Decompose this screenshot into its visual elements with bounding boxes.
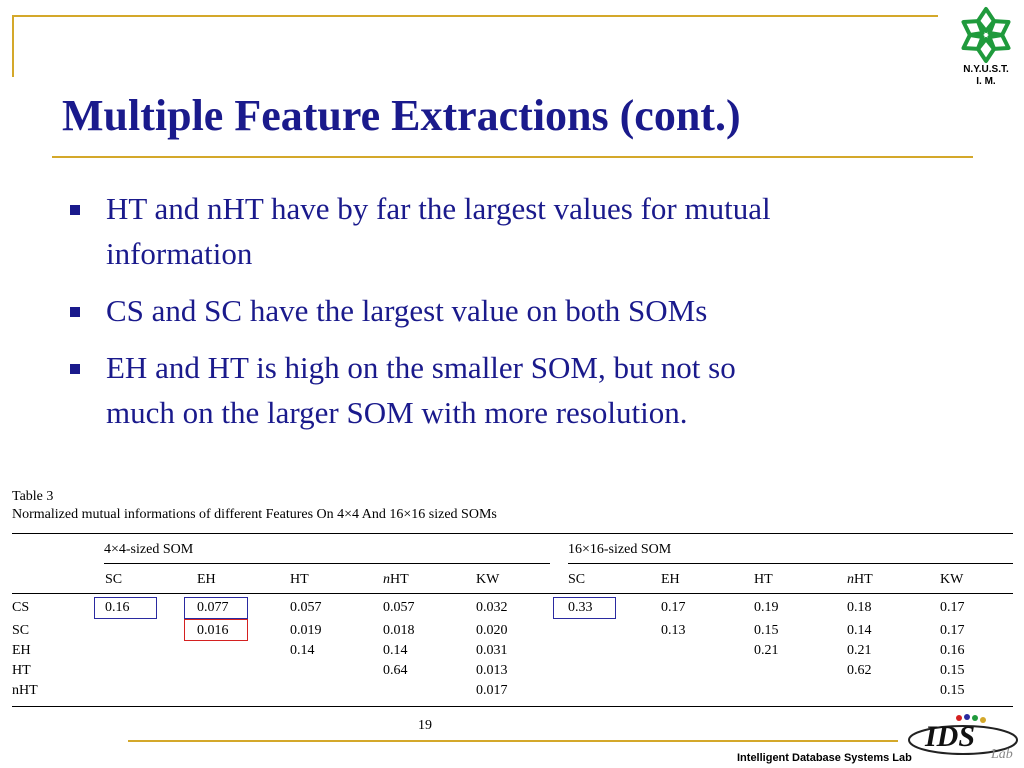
table-cell: 0.15	[754, 623, 779, 638]
table-cell: 0.18	[847, 600, 872, 615]
square-bullet-icon	[70, 364, 80, 374]
table-cell: 0.020	[476, 623, 508, 638]
table-cell: 0.21	[754, 643, 779, 658]
table-cell: 0.17	[940, 600, 965, 615]
table-cell: 0.14	[847, 623, 872, 638]
table-cell: 0.057	[383, 600, 415, 615]
table-cell: 0.013	[476, 663, 508, 678]
logo-text-line1: N.Y.U.S.T.	[963, 64, 1009, 75]
bullet-list: HT and nHT have by far the largest value…	[66, 186, 996, 447]
group-rule-4x4	[104, 563, 550, 564]
table-cell: 0.031	[476, 643, 508, 658]
highlight-box-cs-sc-4x4	[94, 597, 157, 619]
bullet-text-line: CS and SC have the largest value on both…	[106, 293, 708, 328]
table-cell: 0.14	[290, 643, 315, 658]
group-header-4x4: 4×4-sized SOM	[104, 542, 194, 557]
table-cell: 0.21	[847, 643, 872, 658]
table-cell: 0.17	[661, 600, 686, 615]
table-top-rule	[12, 533, 1013, 534]
header-bottom-rule	[12, 593, 1013, 594]
row-label: SC	[12, 623, 30, 638]
group-rule-16x16	[568, 563, 1013, 564]
table-caption: Normalized mutual informations of differ…	[12, 507, 497, 522]
table-cell: 0.15	[940, 683, 965, 698]
table-cell: 0.032	[476, 600, 508, 615]
row-label: EH	[12, 643, 31, 658]
footer-rule	[128, 740, 898, 742]
ids-lab-logo: IDS Lab	[908, 714, 1018, 762]
table-cell: 0.018	[383, 623, 415, 638]
bullet-text-line: information	[106, 236, 253, 271]
square-bullet-icon	[70, 307, 80, 317]
bullet-item: HT and nHT have by far the largest value…	[66, 186, 996, 276]
group-header-16x16: 16×16-sized SOM	[568, 542, 672, 557]
table-cell: 0.16	[940, 643, 965, 658]
table-bottom-rule	[12, 706, 1013, 707]
table-cell: 0.62	[847, 663, 872, 678]
page-number: 19	[418, 718, 432, 733]
table-cell: 0.057	[290, 600, 322, 615]
column-header: EH	[661, 572, 680, 587]
table-cell: 0.077	[197, 600, 229, 615]
table-label: Table 3	[12, 489, 54, 504]
square-bullet-icon	[70, 205, 80, 215]
column-header: HT	[754, 572, 773, 587]
table-cell: 0.019	[290, 623, 322, 638]
column-header: KW	[940, 572, 964, 587]
table-cell: 0.14	[383, 643, 408, 658]
column-header: EH	[197, 572, 216, 587]
column-header: KW	[476, 572, 500, 587]
ids-logo-text: IDS	[924, 720, 975, 753]
university-logo: N.Y.U.S.T. I. M.	[948, 6, 1024, 88]
table-cell: 0.17	[940, 623, 965, 638]
row-label: CS	[12, 600, 30, 615]
logo-text-line2: I. M.	[976, 76, 996, 87]
frame-left-rule	[12, 15, 14, 77]
highlight-box-sc-eh-4x4	[184, 619, 248, 641]
table-cell: 0.16	[105, 600, 130, 615]
bullet-text-line: HT and nHT have by far the largest value…	[106, 191, 771, 226]
table-cell: 0.13	[661, 623, 686, 638]
table-cell: 0.19	[754, 600, 779, 615]
column-header: HT	[290, 572, 309, 587]
frame-top-rule	[12, 15, 938, 17]
bullet-item: CS and SC have the largest value on both…	[66, 288, 996, 333]
bullet-item: EH and HT is high on the smaller SOM, bu…	[66, 345, 996, 435]
table-cell: 0.64	[383, 663, 408, 678]
column-header: SC	[105, 572, 123, 587]
row-label: HT	[12, 663, 31, 678]
column-header: nHT	[383, 572, 409, 587]
flower-logo-icon	[961, 7, 1011, 63]
row-label: nHT	[12, 683, 38, 698]
ids-logo-sub: Lab	[990, 747, 1013, 762]
table-cell: 0.33	[568, 600, 593, 615]
table-caption-block: Table 3 Normalized mutual informations o…	[12, 488, 497, 524]
table-cell: 0.15	[940, 663, 965, 678]
slide-title: Multiple Feature Extractions (cont.)	[62, 91, 741, 140]
highlight-box-cs-sc-16x16	[553, 597, 616, 619]
bullet-text-line: EH and HT is high on the smaller SOM, bu…	[106, 350, 736, 385]
table-cell: 0.016	[197, 623, 229, 638]
column-header: SC	[568, 572, 586, 587]
table-cell: 0.017	[476, 683, 508, 698]
highlight-box-cs-eh-4x4	[184, 597, 248, 619]
bullet-text-line: much on the larger SOM with more resolut…	[106, 395, 688, 430]
title-rule	[52, 156, 973, 158]
lab-name: Intelligent Database Systems Lab	[737, 752, 912, 764]
column-header: nHT	[847, 572, 873, 587]
